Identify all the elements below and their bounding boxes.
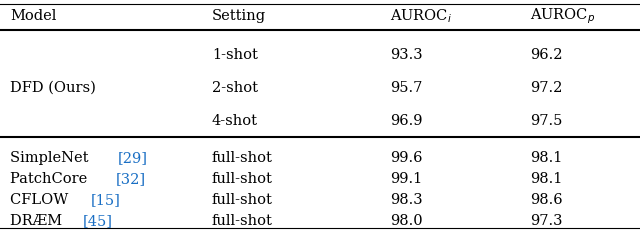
Text: PatchCore: PatchCore (10, 172, 92, 186)
Text: CFLOW: CFLOW (10, 193, 73, 207)
Text: 93.3: 93.3 (390, 48, 422, 62)
Text: 97.2: 97.2 (530, 81, 563, 95)
Text: 98.1: 98.1 (530, 172, 563, 186)
Text: 4-shot: 4-shot (212, 114, 258, 128)
Text: 1-shot: 1-shot (212, 48, 258, 62)
Text: SimpleNet: SimpleNet (10, 151, 93, 165)
Text: Model: Model (10, 9, 56, 23)
Text: [32]: [32] (116, 172, 146, 186)
Text: AUROC$_p$: AUROC$_p$ (530, 6, 595, 26)
Text: full-shot: full-shot (212, 151, 273, 165)
Text: 98.3: 98.3 (390, 193, 422, 207)
Text: 96.2: 96.2 (530, 48, 563, 62)
Text: DRÆM: DRÆM (10, 214, 67, 228)
Text: 97.5: 97.5 (530, 114, 563, 128)
Text: full-shot: full-shot (212, 172, 273, 186)
Text: 96.9: 96.9 (390, 114, 422, 128)
Text: 2-shot: 2-shot (212, 81, 258, 95)
Text: 98.6: 98.6 (530, 193, 563, 207)
Text: AUROC$_i$: AUROC$_i$ (390, 7, 452, 25)
Text: full-shot: full-shot (212, 214, 273, 228)
Text: full-shot: full-shot (212, 193, 273, 207)
Text: 99.6: 99.6 (390, 151, 422, 165)
Text: 98.0: 98.0 (390, 214, 422, 228)
Text: [45]: [45] (83, 214, 113, 228)
Text: 97.3: 97.3 (530, 214, 563, 228)
Text: 99.1: 99.1 (390, 172, 422, 186)
Text: [15]: [15] (91, 193, 121, 207)
Text: 98.1: 98.1 (530, 151, 563, 165)
Text: Setting: Setting (212, 9, 266, 23)
Text: 95.7: 95.7 (390, 81, 422, 95)
Text: [29]: [29] (117, 151, 147, 165)
Text: DFD (Ours): DFD (Ours) (10, 81, 96, 95)
